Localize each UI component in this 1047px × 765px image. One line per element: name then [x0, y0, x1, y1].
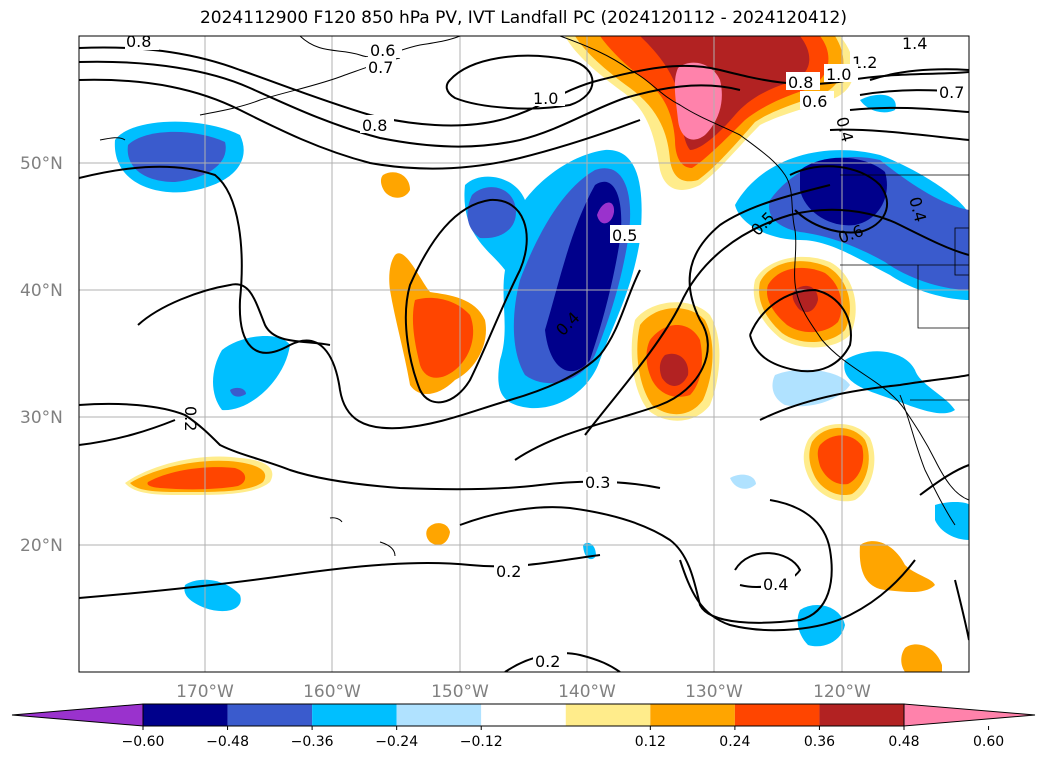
lon-label: 160°W — [303, 682, 361, 702]
contour-label: 0.8 — [126, 32, 151, 51]
lon-label: 120°W — [813, 682, 871, 702]
colorbar-box — [650, 704, 735, 726]
contour-label: 0.2 — [535, 652, 560, 671]
contour-label: 0.4 — [763, 575, 788, 594]
contour-label: 0.8 — [362, 116, 387, 135]
contour-labels: 0.8 0.6 0.7 1.0 0.8 1.4 1.2 1.0 0.8 0.6 … — [125, 32, 969, 671]
contour-label: 1.4 — [902, 34, 927, 53]
map-title: 2024112900 F120 850 hPa PV, IVT Landfall… — [199, 8, 847, 28]
map-panel: 0.8 0.6 0.7 1.0 0.8 1.4 1.2 1.0 0.8 0.6 … — [79, 32, 969, 672]
contour-label: 0.2 — [496, 562, 521, 581]
colorbar-box — [312, 704, 397, 726]
contour-label: 0.6 — [802, 92, 827, 111]
lon-label: 150°W — [431, 682, 489, 702]
contour-label: 0.5 — [612, 226, 637, 245]
colorbar-tick-label: 0.48 — [888, 734, 919, 750]
colorbar-tick-label: 0.24 — [719, 734, 750, 750]
contour-label: 0.2 — [181, 406, 200, 431]
graticule — [79, 36, 969, 672]
longitude-labels: 170°W 160°W 150°W 140°W 130°W 120°W — [176, 682, 871, 702]
colorbar-tick-label: −0.36 — [291, 734, 334, 750]
colorbar-box — [396, 704, 482, 726]
contour-label: 0.6 — [370, 41, 395, 60]
colorbar-box — [565, 704, 651, 726]
contour-label: 0.7 — [368, 58, 393, 77]
colorbar-tick-label: 0.36 — [804, 734, 835, 750]
contour-label: 0.8 — [788, 73, 813, 92]
latitude-labels: 50°N 40°N 30°N 20°N — [20, 154, 63, 556]
colorbar-tick-label: −0.48 — [206, 734, 249, 750]
contour-label: 1.0 — [826, 65, 851, 84]
colorbar-extend-low — [11, 703, 144, 727]
lon-label: 140°W — [558, 682, 616, 702]
lat-label: 50°N — [20, 154, 63, 174]
colorbar-extend-high — [903, 703, 1036, 727]
map-frame — [78, 35, 970, 673]
pv-shading — [114, 36, 969, 672]
lon-label: 130°W — [685, 682, 743, 702]
colorbar-box — [481, 704, 566, 726]
colorbar-box — [227, 704, 313, 726]
colorbar: −0.60 −0.48 −0.36 −0.24 −0.12 0.12 0.24 0.36 0.4… — [11, 703, 1036, 750]
contour-label: 0.7 — [939, 83, 964, 102]
boundaries — [840, 174, 969, 401]
colorbar-frame — [142, 703, 905, 727]
lat-label: 20°N — [20, 536, 63, 556]
colorbar-box — [143, 704, 228, 726]
colorbar-box — [819, 704, 904, 726]
colorbar-tick-label: 0.60 — [973, 734, 1004, 750]
colorbar-tick-label: −0.12 — [460, 734, 503, 750]
lat-label: 30°N — [20, 408, 63, 428]
colorbar-tick-label: −0.24 — [375, 734, 418, 750]
contour-label: 0.3 — [585, 473, 610, 492]
lon-label: 170°W — [176, 682, 234, 702]
colorbar-tick-label: 0.12 — [635, 734, 666, 750]
colorbar-box — [734, 704, 820, 726]
lat-label: 40°N — [20, 281, 63, 301]
contour-label: 1.2 — [852, 53, 877, 72]
contour-label: 1.0 — [533, 89, 558, 108]
colorbar-tick-label: −0.60 — [122, 734, 165, 750]
